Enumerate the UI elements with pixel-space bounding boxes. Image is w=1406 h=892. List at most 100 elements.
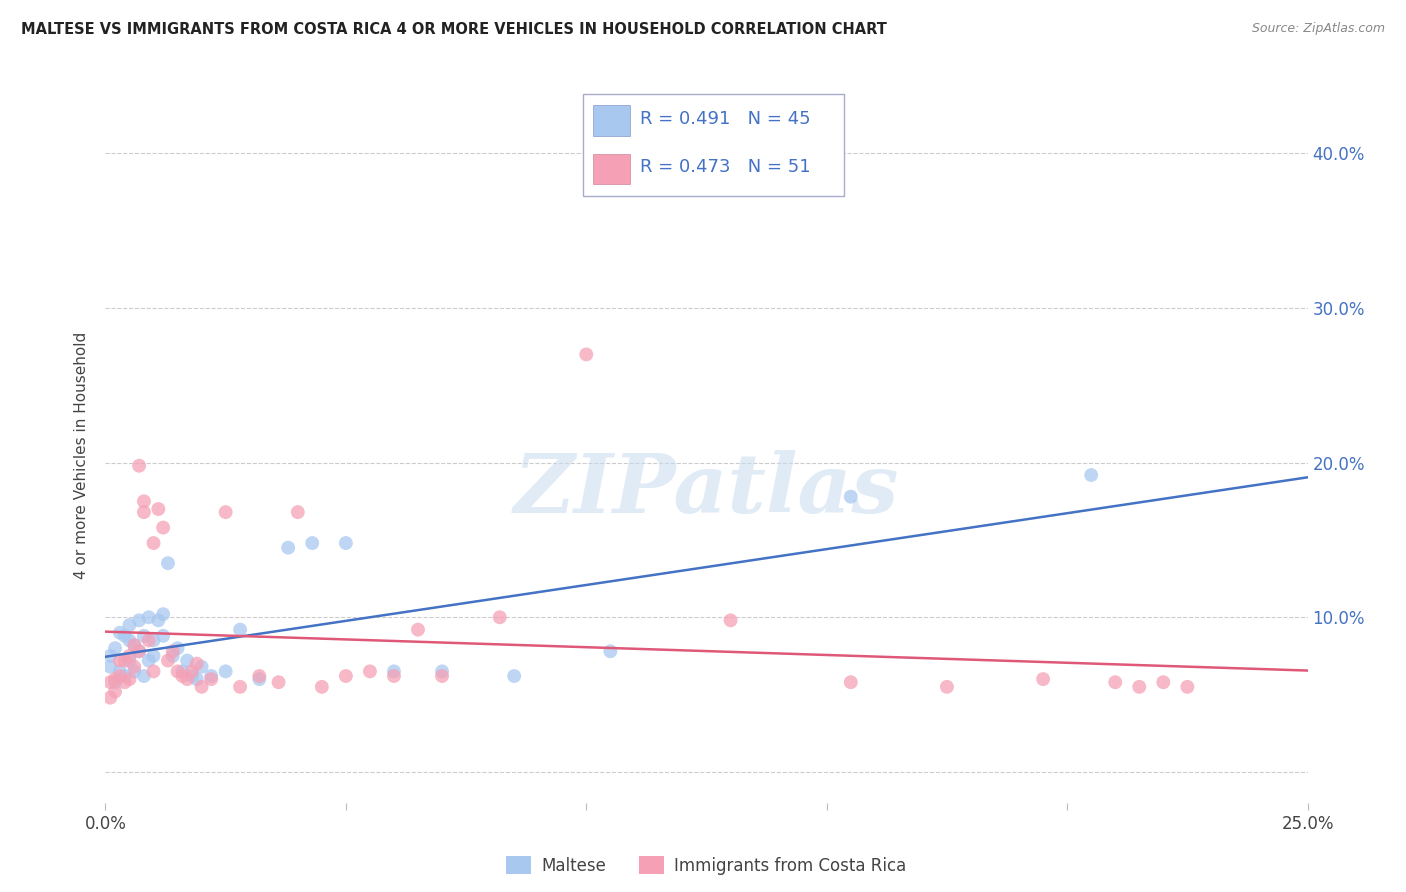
Point [142,536,165,550]
Point [124,638,146,652]
Point [1128,680,1150,694]
Point [200,672,222,686]
Point [132,494,155,508]
Point [720,613,742,627]
Y-axis label: 4 or more Vehicles in Household: 4 or more Vehicles in Household [75,331,90,579]
Point [382,665,405,679]
Point [186,657,208,671]
Point [1080,468,1102,483]
Point [247,672,270,686]
Point [382,669,405,683]
Point [488,610,510,624]
Point [114,654,136,668]
Point [124,659,146,673]
Point [118,648,141,663]
Point [132,505,155,519]
Point [190,680,212,694]
Point [98,675,121,690]
Point [104,684,127,698]
Point [152,520,174,534]
Point [287,505,309,519]
Point [162,644,184,658]
Point [128,644,150,658]
Point [152,607,174,622]
Point [172,669,194,683]
Point [148,502,170,516]
Point [118,618,141,632]
Point [128,458,150,473]
Point [839,490,862,504]
Point [124,638,146,652]
Point [142,648,165,663]
Point [148,613,170,627]
Point [1032,672,1054,686]
Point [98,690,121,705]
Point [114,669,136,683]
Text: MALTESE VS IMMIGRANTS FROM COSTA RICA 4 OR MORE VEHICLES IN HOUSEHOLD CORRELATIO: MALTESE VS IMMIGRANTS FROM COSTA RICA 4 … [21,22,887,37]
Point [124,665,146,679]
Point [138,610,160,624]
Point [118,654,141,668]
Text: R = 0.491   N = 45: R = 0.491 N = 45 [640,110,810,128]
Point [430,665,453,679]
Point [138,654,160,668]
Point [98,659,121,673]
Point [162,648,184,663]
Point [132,629,155,643]
Point [301,536,323,550]
Point [108,654,131,668]
Point [1104,675,1126,690]
Point [108,669,131,683]
Point [1175,680,1198,694]
Point [181,669,204,683]
Legend: Maltese, Immigrants from Costa Rica: Maltese, Immigrants from Costa Rica [499,849,914,881]
Point [104,675,127,690]
Point [277,541,299,555]
Point [156,556,179,570]
Text: ZIPatlas: ZIPatlas [513,450,900,530]
Point [200,669,222,683]
Point [190,659,212,673]
Point [936,680,959,694]
Point [359,665,381,679]
Point [128,644,150,658]
Point [142,633,165,648]
Point [152,629,174,643]
Point [142,665,165,679]
Point [108,665,131,679]
Point [108,625,131,640]
Point [128,613,150,627]
Point [98,648,121,663]
Point [839,675,862,690]
Point [166,641,188,656]
Point [335,536,357,550]
Point [575,347,598,361]
Point [132,669,155,683]
Point [118,672,141,686]
Point [186,672,208,686]
Point [229,680,252,694]
Text: R = 0.473   N = 51: R = 0.473 N = 51 [640,158,810,176]
Point [267,675,290,690]
Point [214,505,236,519]
Point [176,654,198,668]
Point [118,633,141,648]
Point [114,629,136,643]
Point [247,669,270,683]
Point [166,665,188,679]
Point [156,654,179,668]
Text: Source: ZipAtlas.com: Source: ZipAtlas.com [1251,22,1385,36]
Point [104,641,127,656]
Point [503,669,526,683]
Point [138,633,160,648]
Point [172,665,194,679]
Point [214,665,236,679]
Point [599,644,621,658]
Point [114,675,136,690]
Point [104,672,127,686]
Point [176,672,198,686]
Point [430,669,453,683]
Point [1152,675,1174,690]
Point [335,669,357,683]
Point [406,623,429,637]
